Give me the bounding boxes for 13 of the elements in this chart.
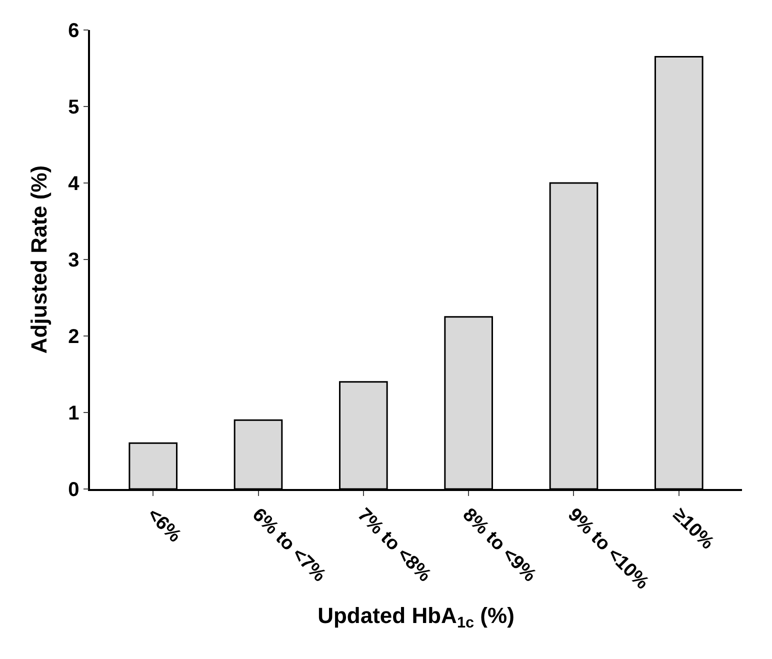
y-axis-title: Adjusted Rate (%) [26,165,52,354]
y-tick-label: 1 [68,402,80,424]
y-tick-label: 2 [68,326,80,348]
x-tick-label: 7% to <8% [353,504,435,586]
y-tick-label: 6 [68,20,80,42]
y-tick-label: 5 [68,96,80,118]
y-tick-label: 0 [68,479,80,501]
y-tick-label: 4 [68,173,80,195]
x-tick-label: 8% to <9% [458,504,540,586]
x-tick-label: 6% to <7% [248,504,330,586]
x-axis-title: Updated HbA$_{1c}$ (%) [318,603,514,632]
x-tick-label: <6% [142,504,186,547]
y-tick-label: 3 [68,250,80,272]
